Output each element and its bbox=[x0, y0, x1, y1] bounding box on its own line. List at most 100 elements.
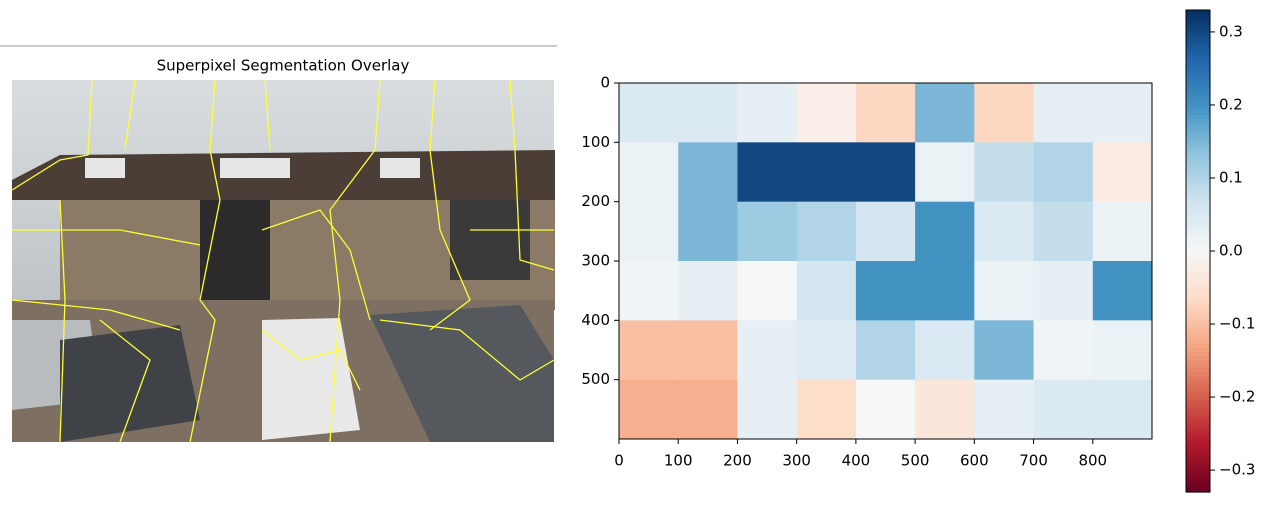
heatmap-cell bbox=[678, 320, 738, 380]
colorbar-strip bbox=[1186, 110, 1210, 115]
y-tick-label: 200 bbox=[581, 192, 610, 210]
heatmap-cell bbox=[619, 83, 679, 143]
colorbar-strip bbox=[1186, 147, 1210, 152]
colorbar-strip bbox=[1186, 319, 1210, 324]
heatmap-cell bbox=[1034, 320, 1094, 380]
heatmap-cell bbox=[856, 83, 916, 143]
colorbar-strip bbox=[1186, 295, 1210, 300]
heatmap-cell bbox=[974, 202, 1034, 262]
colorbar-strip bbox=[1186, 187, 1210, 192]
colorbar-strip bbox=[1186, 167, 1210, 172]
heatmap-cell bbox=[1093, 261, 1153, 321]
colorbar-strip bbox=[1186, 355, 1210, 360]
y-tick-label: 500 bbox=[581, 370, 610, 388]
colorbar-strip bbox=[1186, 139, 1210, 144]
heatmap-cell bbox=[797, 261, 857, 321]
colorbar-strip bbox=[1186, 444, 1210, 449]
heatmap-cell bbox=[678, 202, 738, 262]
heatmap-cell bbox=[737, 320, 797, 380]
colorbar-strip bbox=[1186, 219, 1210, 224]
colorbar-strip bbox=[1186, 456, 1210, 461]
x-tick-label: 400 bbox=[842, 452, 871, 470]
colorbar-strip bbox=[1186, 235, 1210, 240]
colorbar-strip bbox=[1186, 367, 1210, 372]
colorbar-strip bbox=[1186, 42, 1210, 47]
colorbar-strip bbox=[1186, 279, 1210, 284]
colorbar-strip bbox=[1186, 331, 1210, 336]
heatmap-cell bbox=[678, 83, 738, 143]
heatmap-cell bbox=[797, 83, 857, 143]
x-tick-label: 500 bbox=[901, 452, 930, 470]
colorbar-strip bbox=[1186, 251, 1210, 256]
colorbar-strip bbox=[1186, 247, 1210, 252]
colorbar-strip bbox=[1186, 384, 1210, 389]
colorbar-strip bbox=[1186, 34, 1210, 39]
colorbar-strip bbox=[1186, 372, 1210, 377]
colorbar-strip bbox=[1186, 179, 1210, 184]
colorbar-strip bbox=[1186, 484, 1210, 489]
x-tick-label: 100 bbox=[664, 452, 693, 470]
colorbar-strip bbox=[1186, 303, 1210, 308]
x-tick-label: 800 bbox=[1078, 452, 1107, 470]
colorbar-tick-label: 0.3 bbox=[1219, 22, 1243, 40]
colorbar-strip bbox=[1186, 452, 1210, 457]
heatmap-cell bbox=[974, 142, 1034, 202]
colorbar-strip bbox=[1186, 267, 1210, 272]
colorbar-strip bbox=[1186, 14, 1210, 19]
heatmap-cell bbox=[1034, 202, 1094, 262]
colorbar-strip bbox=[1186, 315, 1210, 320]
colorbar-strip bbox=[1186, 183, 1210, 188]
heatmap-cell bbox=[737, 380, 797, 440]
colorbar-strip bbox=[1186, 98, 1210, 103]
colorbar-strip bbox=[1186, 436, 1210, 441]
x-tick-label: 0 bbox=[614, 452, 624, 470]
colorbar-tick-label: 0.2 bbox=[1219, 95, 1243, 113]
heatmap-cell bbox=[619, 202, 679, 262]
heatmap-cell bbox=[856, 261, 916, 321]
colorbar-strip bbox=[1186, 50, 1210, 55]
x-tick-label: 700 bbox=[1019, 452, 1048, 470]
heatmap-cell bbox=[856, 320, 916, 380]
colorbar-tick-label: −0.2 bbox=[1219, 388, 1255, 406]
colorbar-strip bbox=[1186, 271, 1210, 276]
colorbar-strip bbox=[1186, 416, 1210, 421]
colorbar-strip bbox=[1186, 22, 1210, 27]
heatmap-cell bbox=[737, 83, 797, 143]
colorbar-strip bbox=[1186, 259, 1210, 264]
colorbar-strip bbox=[1186, 351, 1210, 356]
colorbar-strip bbox=[1186, 343, 1210, 348]
colorbar-tick-label: −0.3 bbox=[1219, 461, 1255, 479]
colorbar-strip bbox=[1186, 90, 1210, 95]
heatmap-cell bbox=[915, 202, 975, 262]
colorbar-strip bbox=[1186, 263, 1210, 268]
colorbar-strip bbox=[1186, 38, 1210, 43]
colorbar-strip bbox=[1186, 287, 1210, 292]
heatmap-cell bbox=[619, 261, 679, 321]
colorbar-strip bbox=[1186, 476, 1210, 481]
colorbar-strip bbox=[1186, 323, 1210, 328]
colorbar-strip bbox=[1186, 408, 1210, 413]
colorbar-strip bbox=[1186, 70, 1210, 75]
colorbar-strip bbox=[1186, 86, 1210, 91]
colorbar-strip bbox=[1186, 464, 1210, 469]
heatmap-cell bbox=[678, 380, 738, 440]
heatmap-cell bbox=[856, 380, 916, 440]
heatmap-cell bbox=[974, 83, 1034, 143]
colorbar-strip bbox=[1186, 207, 1210, 212]
heatmap-cell bbox=[619, 142, 679, 202]
heatmap-cell bbox=[915, 261, 975, 321]
colorbar-strip bbox=[1186, 299, 1210, 304]
colorbar-strip bbox=[1186, 339, 1210, 344]
heatmap-cell bbox=[856, 142, 916, 202]
photo bbox=[12, 80, 555, 442]
colorbar-strip bbox=[1186, 143, 1210, 148]
x-tick-label: 600 bbox=[960, 452, 989, 470]
colorbar-tick-label: 0.1 bbox=[1219, 168, 1243, 186]
colorbar-strip bbox=[1186, 404, 1210, 409]
colorbar-strip bbox=[1186, 122, 1210, 127]
colorbar-strip bbox=[1186, 283, 1210, 288]
colorbar-strip bbox=[1186, 171, 1210, 176]
colorbar-strip bbox=[1186, 363, 1210, 368]
heatmap-cell bbox=[797, 202, 857, 262]
colorbar-strip bbox=[1186, 195, 1210, 200]
